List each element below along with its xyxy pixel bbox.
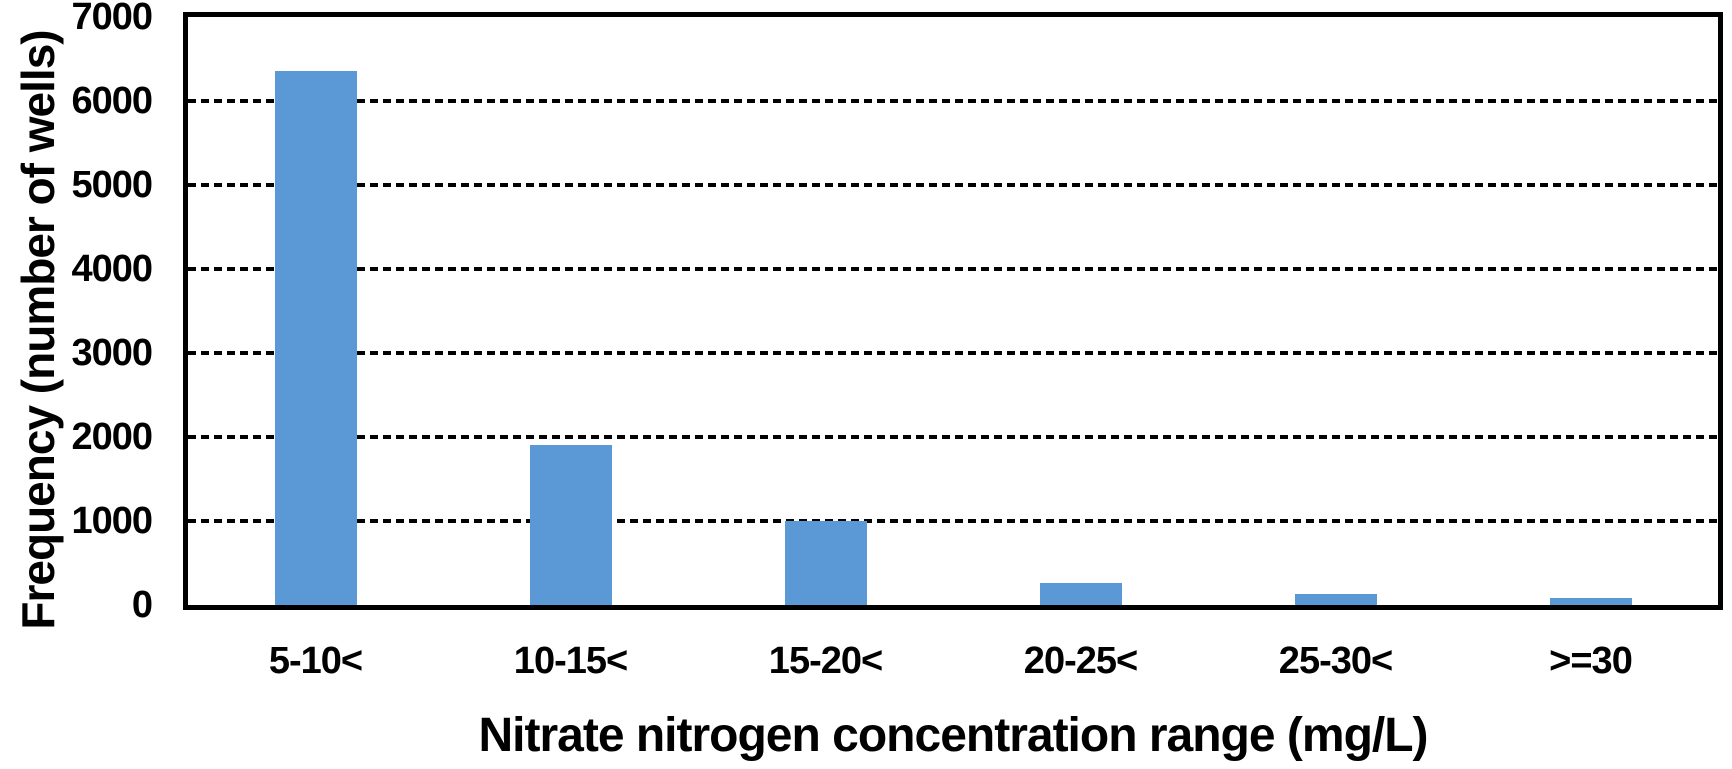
x-tick-label-15-20<: 15-20<	[768, 640, 883, 682]
bar-5-10<	[274, 70, 357, 605]
y-tick-label-7000: 7000	[71, 0, 153, 38]
bar->=30	[1549, 598, 1632, 605]
bar-25-30<	[1294, 594, 1377, 605]
gridline-2000	[188, 435, 1718, 439]
y-tick-label-0: 0	[131, 584, 153, 626]
x-axis-title: Nitrate nitrogen concentration range (mg…	[478, 709, 1428, 762]
x-tick-label->=30: >=30	[1549, 640, 1633, 682]
gridline-6000	[188, 99, 1718, 103]
y-tick-label-5000: 5000	[71, 164, 153, 206]
y-tick-label-4000: 4000	[71, 248, 153, 290]
bar-10-15<	[529, 445, 612, 605]
gridline-5000	[188, 183, 1718, 187]
x-tick-label-5-10<: 5-10<	[268, 640, 363, 682]
gridline-4000	[188, 267, 1718, 271]
y-tick-label-1000: 1000	[71, 500, 153, 542]
plot-area	[183, 12, 1723, 610]
bar-20-25<	[1039, 582, 1122, 605]
y-tick-label-2000: 2000	[71, 416, 153, 458]
gridline-3000	[188, 351, 1718, 355]
bar-15-20<	[784, 521, 867, 605]
x-tick-label-10-15<: 10-15<	[513, 640, 628, 682]
y-tick-label-3000: 3000	[71, 332, 153, 374]
x-tick-label-20-25<: 20-25<	[1023, 640, 1138, 682]
gridline-1000	[188, 519, 1718, 523]
x-tick-label-25-30<: 25-30<	[1278, 640, 1393, 682]
y-tick-label-6000: 6000	[71, 80, 153, 122]
